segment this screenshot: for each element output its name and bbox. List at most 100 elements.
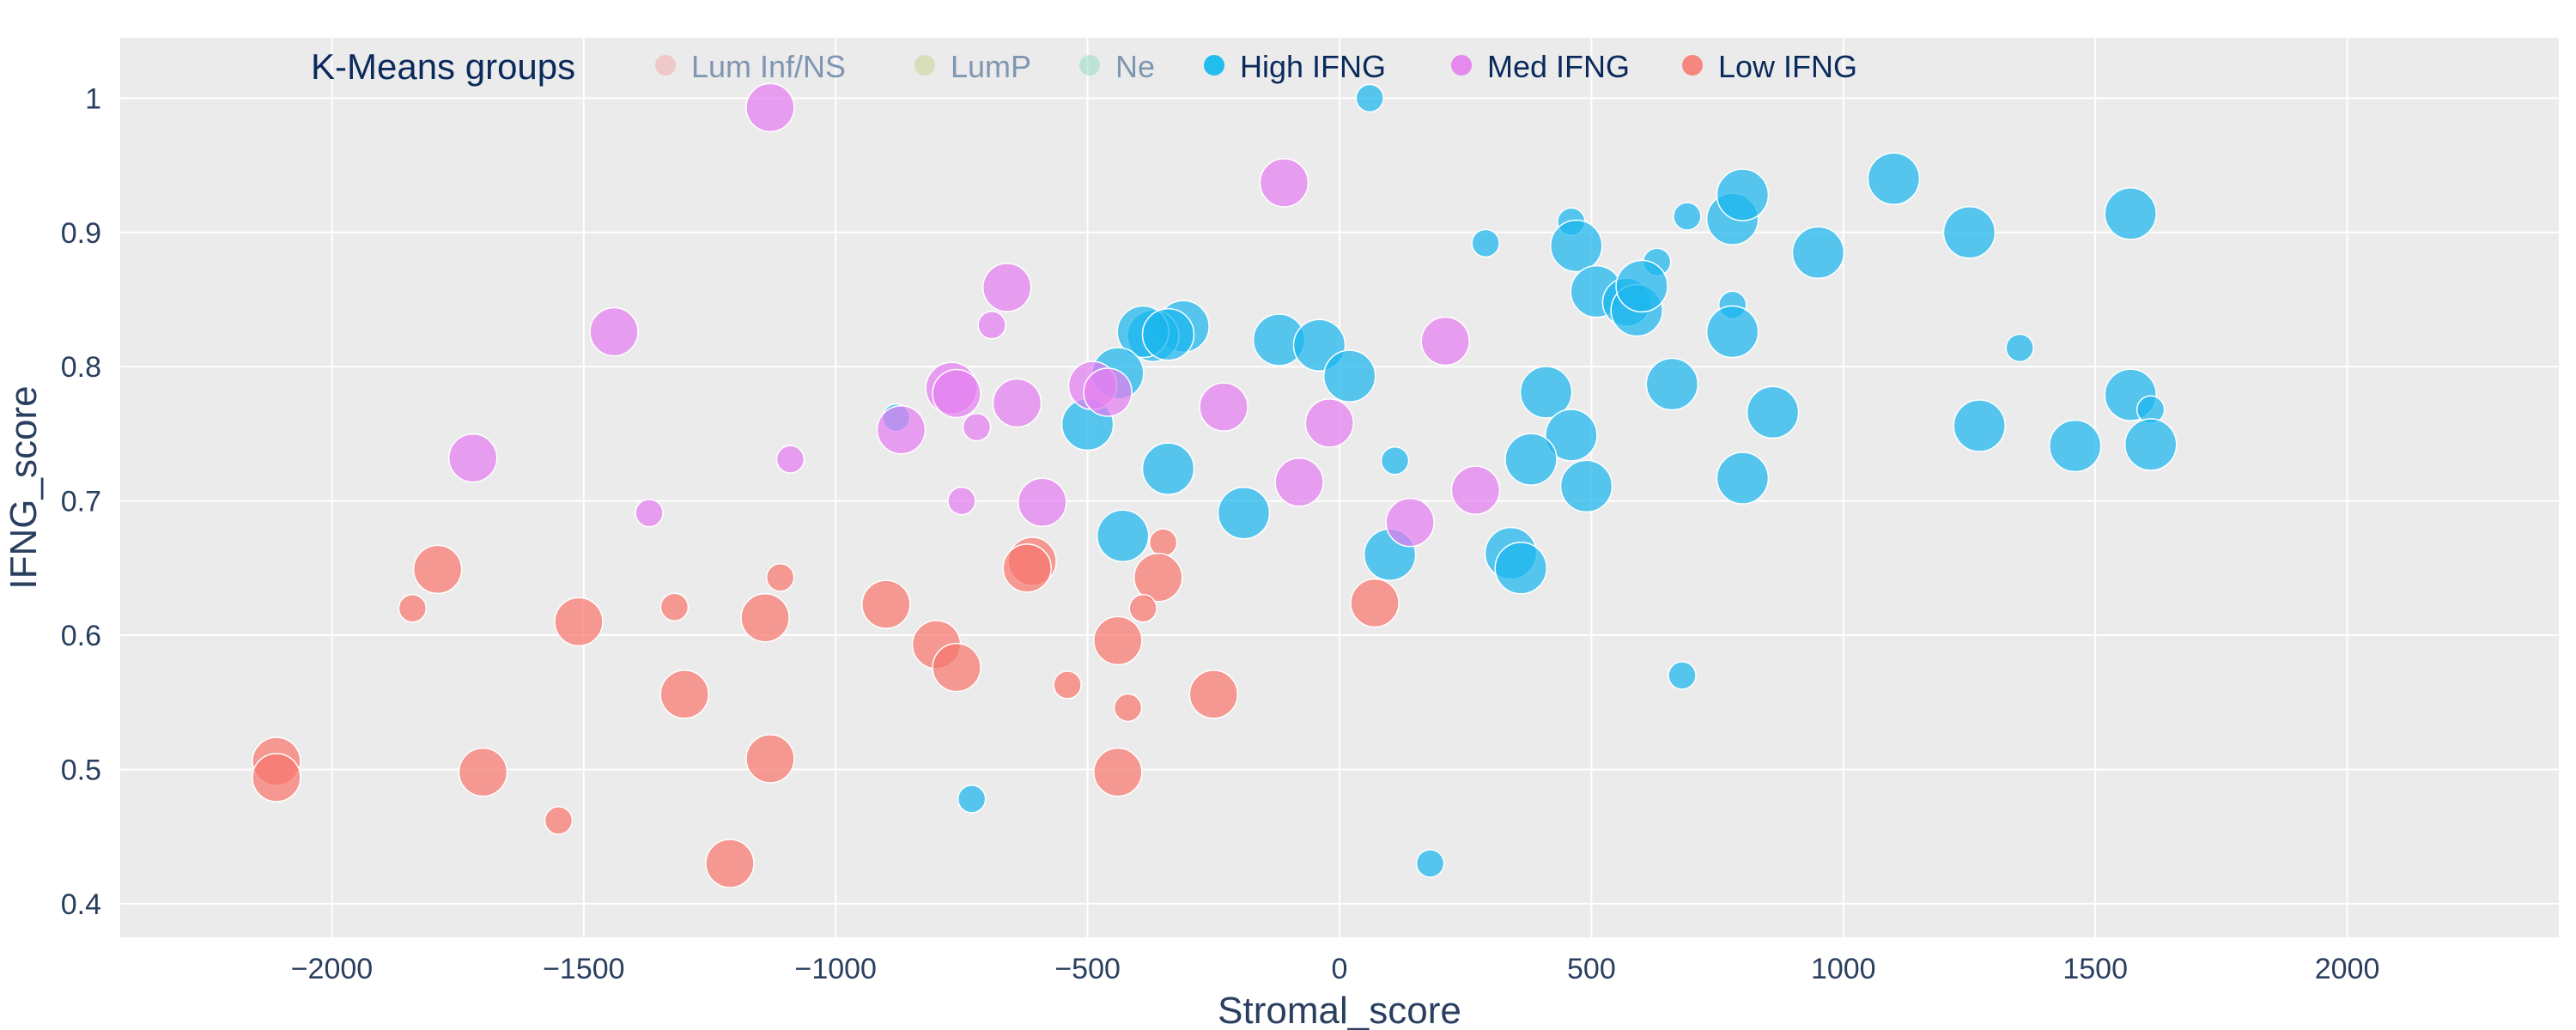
legend-marker [655,55,676,76]
data-point [447,433,498,483]
legend-marker [1204,55,1224,76]
y-tick-label: 0.5 [61,754,101,786]
legend-label: High IFNG [1240,49,1386,84]
x-axis-title: Stromal_score [1218,990,1461,1030]
data-point [1415,849,1445,878]
data-point [1133,553,1183,603]
data-point [1380,445,1410,476]
data-point [1148,528,1178,557]
legend-marker [914,55,935,76]
data-point [992,378,1042,428]
legend-item[interactable]: High IFNG [1204,49,1386,84]
data-point [1545,409,1598,462]
data-points [252,82,2178,888]
data-point [1199,382,1249,432]
series-high-ifng [881,83,2178,878]
data-point [1304,398,1355,448]
legend-item[interactable]: Lum Inf/NS [655,49,846,84]
data-point [1450,465,1501,515]
x-axis-ticks: −2000 −1500 −1000 −500 0 500 1000 1500 2000 [291,953,2380,985]
data-point [1188,670,1239,719]
data-point [1471,228,1500,258]
data-point [659,592,690,621]
data-point [775,445,805,474]
legend-label: Low IFNG [1718,49,1857,84]
data-point [659,670,709,719]
data-point [962,412,992,442]
data-point [1141,442,1195,495]
data-point [2123,418,2178,471]
legend-marker [1451,55,1472,76]
data-point [957,785,987,814]
data-point [252,753,301,803]
data-point [1791,226,1845,280]
data-point [1355,83,1384,113]
y-axis-title: IFNG_score [3,385,45,589]
data-point [1504,433,1558,486]
x-tick-label: −1500 [543,953,625,985]
data-point [2048,419,2102,473]
data-point [1385,497,1435,548]
data-point [745,734,795,784]
data-point [589,306,639,357]
y-tick-label: 1 [85,82,101,115]
legend-item[interactable]: Med IFNG [1451,49,1630,84]
data-point [977,310,1006,340]
data-point [1716,168,1770,221]
legend-item[interactable]: Low IFNG [1682,49,1857,84]
data-point [1141,307,1195,361]
legend-marker [1079,55,1100,76]
data-point [1350,578,1400,628]
data-point [2104,187,2157,240]
x-tick-label: 1500 [2063,953,2128,985]
x-tick-label: 500 [1567,953,1616,985]
data-point [544,806,574,835]
x-tick-label: −2000 [291,953,374,985]
data-point [412,544,463,595]
data-point [981,263,1032,312]
data-point [745,82,795,133]
data-point [1716,451,1770,505]
legend-item[interactable]: LumP [914,49,1031,84]
data-point [1953,399,2006,452]
legend-label: Med IFNG [1487,49,1630,84]
data-point [1559,459,1613,513]
data-point [1093,615,1143,666]
data-point [1002,543,1052,593]
data-point [947,486,976,516]
data-point [876,404,927,455]
legend[interactable]: K-Means groups Lum Inf/NS LumP Ne High IFNG… [311,46,1857,87]
data-point [1018,477,1067,527]
legend-title: K-Means groups [311,46,575,87]
data-point [2005,333,2034,363]
data-point [1519,366,1573,419]
legend-label: Ne [1115,49,1155,84]
data-point [1113,693,1143,723]
legend-item[interactable]: Ne [1079,49,1155,84]
series-low-ifng [252,528,1400,888]
legend-label: LumP [951,49,1031,84]
data-point [1128,594,1157,623]
series-med-ifng [447,82,1501,548]
data-point [1274,457,1324,507]
data-point [765,563,795,592]
data-point [1867,152,1921,205]
data-point [1746,385,1800,439]
data-point [705,839,755,888]
y-tick-label: 0.7 [61,486,101,518]
x-tick-label: −1000 [794,953,877,985]
data-point [932,368,981,419]
data-point [1259,158,1309,208]
data-point [458,747,508,797]
data-point [1668,661,1697,690]
y-axis-ticks: 0.4 0.5 0.6 0.7 0.8 0.9 1 [61,82,101,921]
data-point [1615,259,1668,313]
data-point [740,592,790,643]
legend-marker [1682,55,1703,76]
data-point [1096,509,1150,563]
data-point [1705,305,1759,359]
data-point [1322,349,1376,403]
x-tick-label: 1000 [1811,953,1876,985]
data-point [1217,486,1271,540]
